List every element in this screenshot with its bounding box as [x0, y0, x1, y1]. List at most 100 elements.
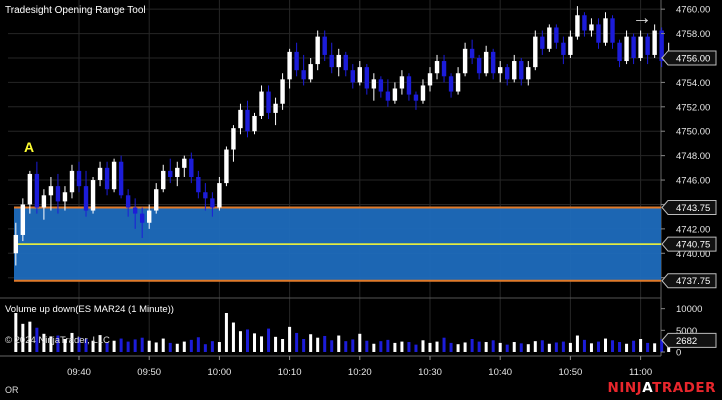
volume-bar: [449, 342, 453, 352]
price-tick-label: 4740.00: [676, 249, 710, 260]
volume-bar: [42, 333, 46, 352]
volume-bar: [646, 342, 650, 352]
candle: [20, 198, 26, 242]
time-tick-label: 10:20: [348, 367, 372, 378]
candle: [631, 33, 636, 65]
volume-axis-labels: 10000 5000 0: [661, 304, 702, 359]
volume-tick-label: 10000: [676, 304, 702, 315]
volume-bar: [512, 342, 516, 352]
candle-body: [490, 51, 496, 74]
candle: [224, 146, 229, 187]
range-low-flag-shape: [661, 273, 717, 289]
candle-body: [196, 176, 201, 193]
candle: [266, 85, 271, 120]
volume-bar: [365, 340, 369, 352]
candle-body: [596, 24, 601, 43]
volume-series: [14, 313, 671, 352]
candle-body: [125, 195, 131, 208]
candle-body: [280, 79, 285, 104]
volume-bar: [28, 321, 32, 352]
candle: [427, 67, 433, 92]
candle: [659, 27, 664, 68]
candle-body: [210, 198, 215, 208]
candle: [252, 112, 257, 135]
volume-bar: [386, 339, 390, 352]
candle-body: [645, 36, 650, 55]
volume-bar: [660, 339, 664, 352]
volume-bar: [21, 323, 25, 352]
volume-bar: [505, 344, 509, 352]
candle-body: [399, 76, 405, 89]
volume-bar: [372, 343, 376, 352]
candle: [498, 61, 503, 83]
candle: [231, 125, 236, 162]
range-high-flag: 4743.75: [661, 200, 717, 216]
candle-body: [76, 170, 82, 187]
candle-body: [104, 167, 110, 190]
volume-bar: [238, 331, 242, 352]
candle: [399, 70, 405, 95]
volume-bar: [428, 342, 432, 352]
candle: [83, 170, 89, 217]
range-mid-flag: 4740.75: [661, 236, 717, 252]
volume-bar: [484, 342, 488, 352]
volume-bar: [295, 332, 299, 352]
candle-body: [519, 61, 524, 80]
scroll-right-arrow-icon[interactable]: →: [632, 7, 652, 29]
candle: [217, 176, 222, 211]
time-tick-label: 10:40: [488, 367, 512, 378]
candle-body: [224, 149, 229, 184]
candle: [540, 30, 545, 55]
volume-bar: [302, 339, 306, 352]
range-high-flag-shape: [661, 200, 717, 216]
candle-body: [483, 51, 489, 74]
copyright-text: © 2024 NinjaTrader, LLC: [5, 335, 110, 346]
candle: [589, 18, 594, 37]
candle: [624, 30, 629, 65]
candle-body: [547, 27, 552, 49]
volume-bar: [245, 329, 249, 352]
volume-bar: [554, 342, 558, 352]
volume-bar: [344, 341, 348, 352]
time-tick-label: 10:00: [208, 367, 232, 378]
brand-text-mid: A: [642, 380, 653, 396]
volume-bar: [456, 344, 460, 352]
candle: [406, 73, 412, 101]
candle-body: [631, 36, 636, 58]
candle-body: [554, 27, 559, 43]
price-tick-label: 4754.00: [676, 78, 710, 89]
candle: [568, 30, 573, 58]
candle-body: [189, 158, 194, 177]
time-tick-label: 09:40: [67, 367, 91, 378]
candle: [378, 76, 384, 98]
candle-body: [97, 167, 103, 181]
candle: [55, 173, 61, 214]
candle-body: [118, 161, 124, 196]
last-volume-flag-shape: [661, 332, 717, 348]
candle: [62, 186, 68, 211]
volume-panel-title: Volume up down(ES MAR24 (1 Minute)): [5, 304, 174, 315]
candle-body: [498, 67, 503, 74]
volume-bar: [274, 336, 278, 352]
price-tick-label: 4760.00: [676, 5, 710, 16]
candle-body: [343, 54, 348, 71]
volume-bar: [618, 342, 622, 352]
time-tick-label: 11:00: [629, 367, 652, 378]
candle-body: [259, 91, 264, 116]
candle-body: [652, 30, 657, 55]
range-mid-flag-shape: [661, 236, 717, 252]
volume-bar: [288, 326, 292, 352]
candle: [364, 64, 370, 95]
volume-bar: [463, 342, 467, 352]
candle-body: [434, 61, 440, 74]
volume-bar: [105, 342, 109, 352]
candle: [203, 183, 208, 211]
candle: [175, 161, 180, 187]
candle-body: [238, 109, 243, 129]
candle-body: [526, 67, 531, 80]
last-price-flag-shape: [661, 50, 717, 66]
opening-range-zone[interactable]: [14, 206, 661, 282]
candle-body: [90, 180, 96, 211]
candle-body: [329, 54, 334, 68]
candle-body: [371, 79, 377, 89]
